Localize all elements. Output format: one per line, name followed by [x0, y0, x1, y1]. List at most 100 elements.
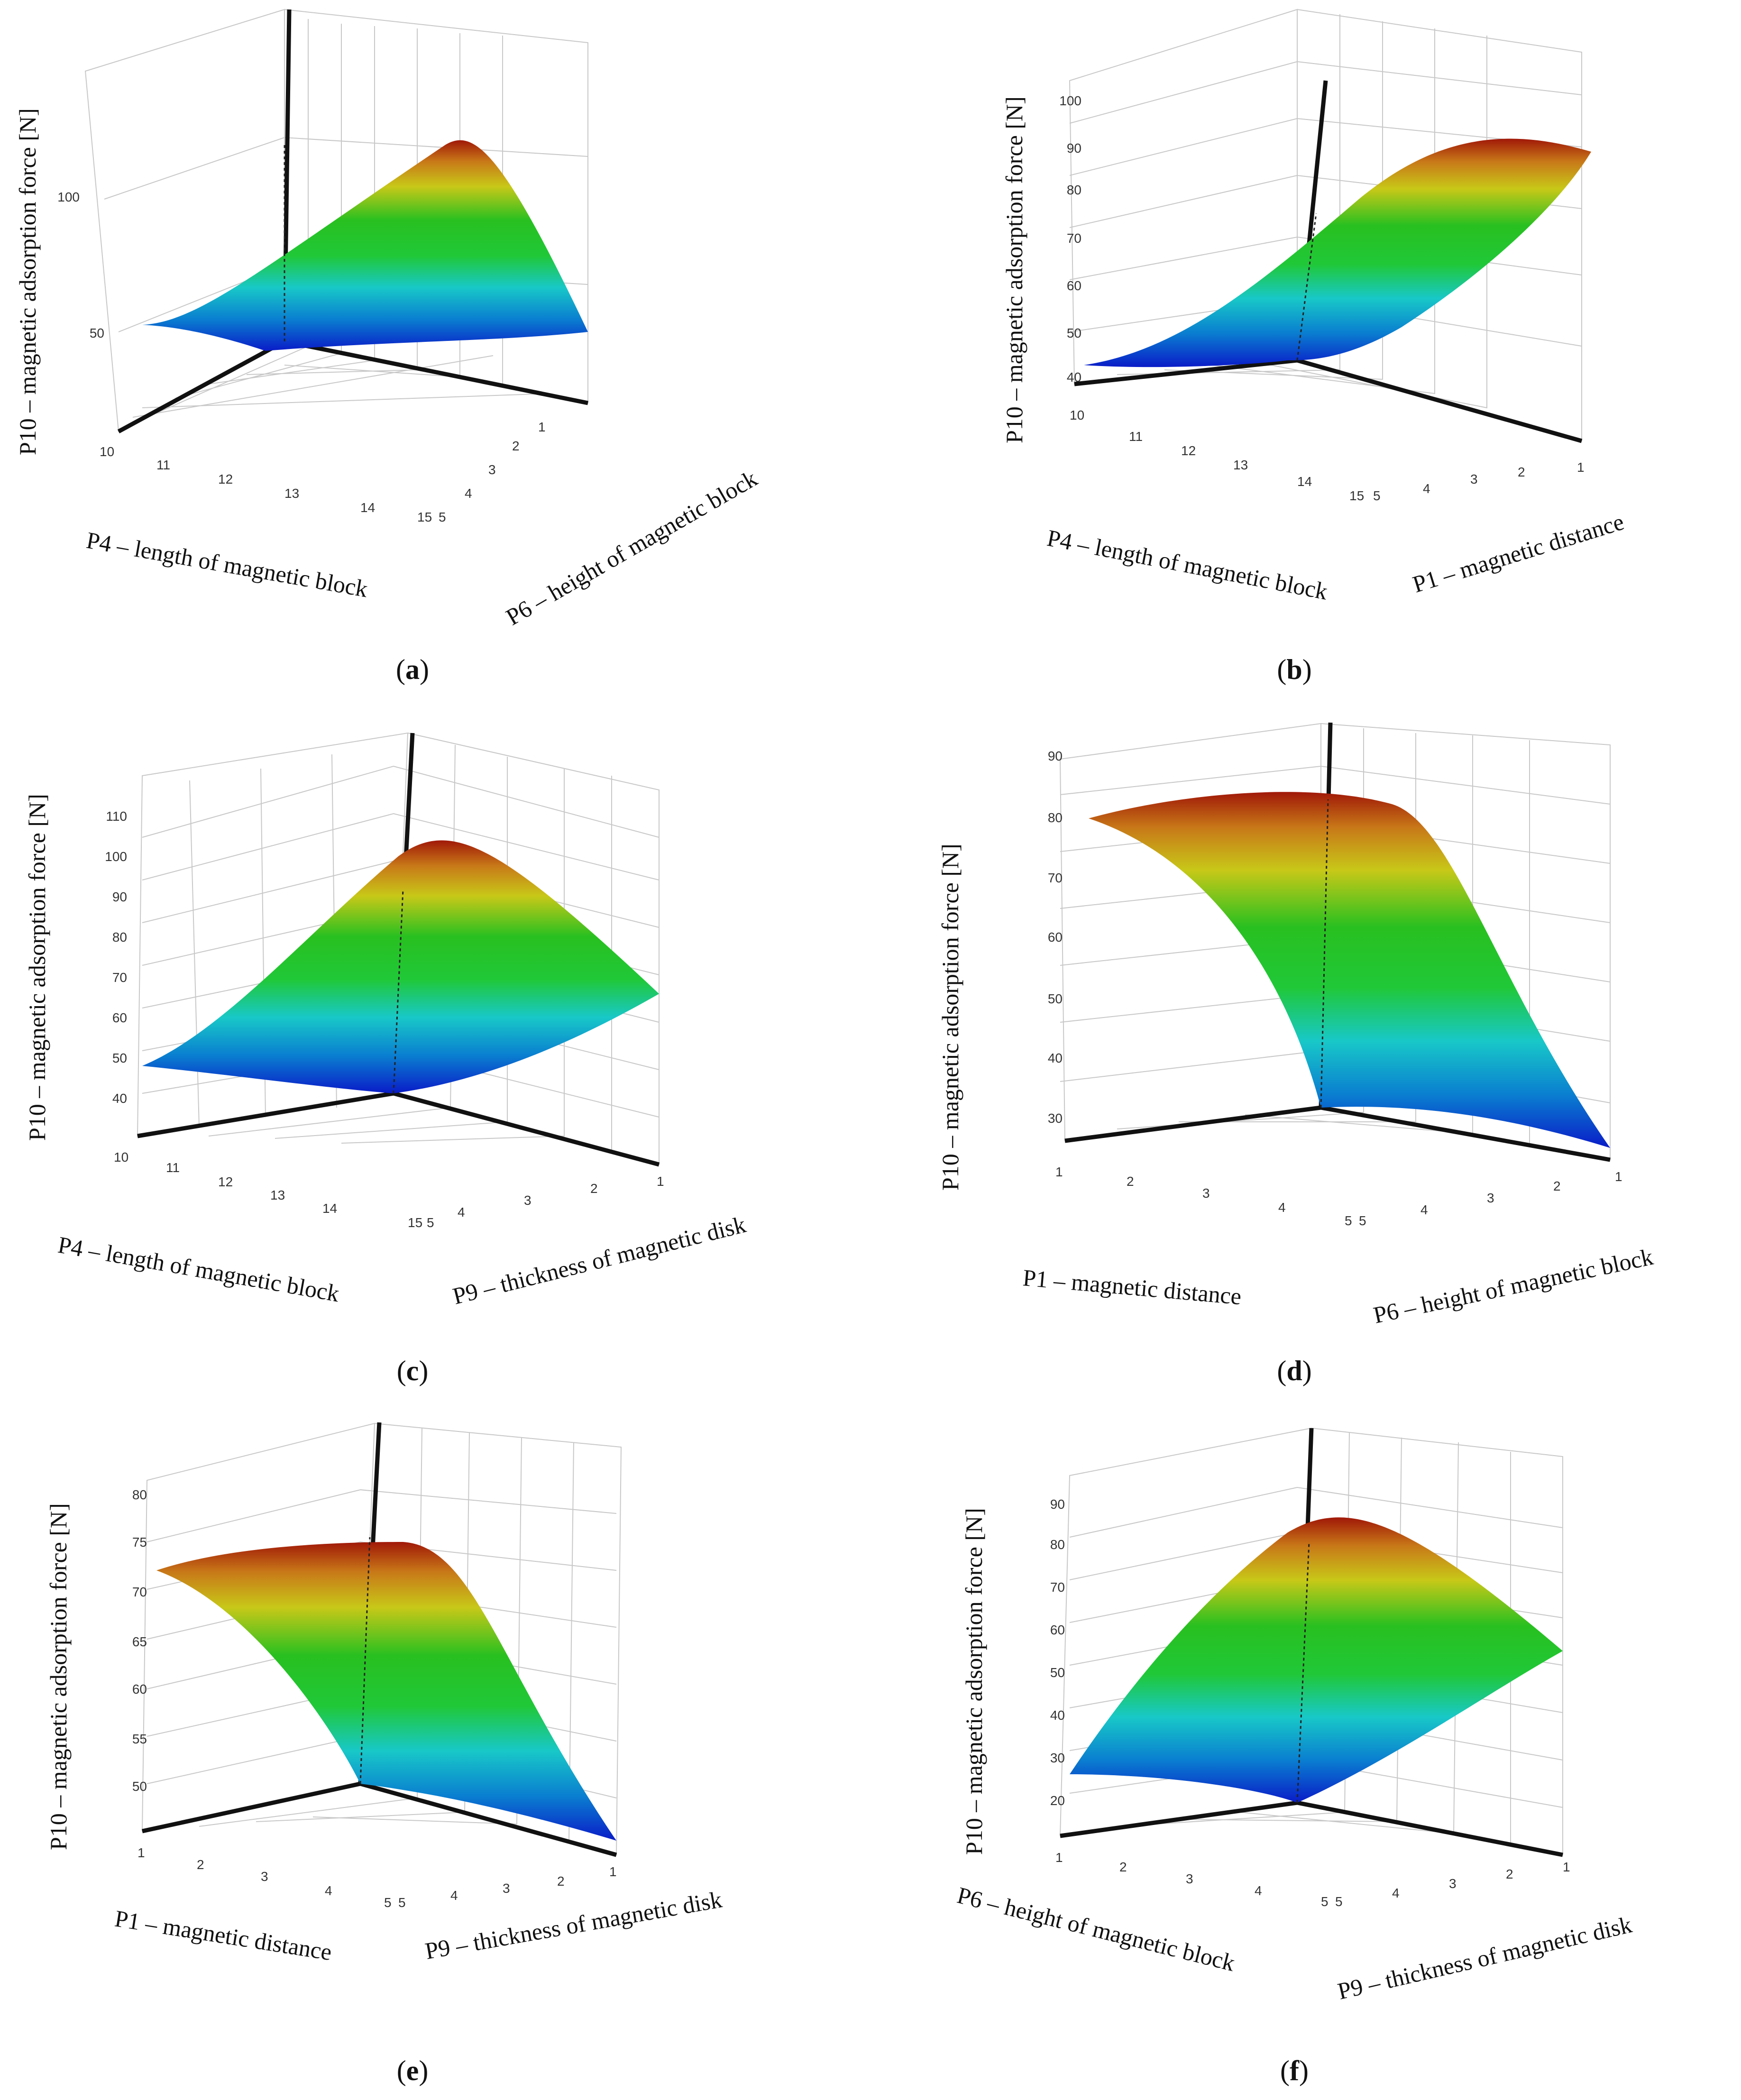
- surface: [142, 840, 659, 1093]
- z-tick: 20: [1050, 1793, 1065, 1808]
- y-tick: 3: [503, 1881, 510, 1896]
- y-tick: 2: [1518, 465, 1525, 479]
- chart-panel-a: 100 50 10 11 12 13 14 15 5 4 3 2 1 P10 –…: [0, 0, 870, 700]
- z-ticks: 100 90 80 70 60 50 40: [1059, 93, 1081, 385]
- z-tick: 50: [132, 1779, 147, 1794]
- y-tick: 3: [1449, 1876, 1457, 1891]
- x-tick: 13: [1233, 458, 1248, 472]
- z-axis-label: P10 – magnetic adsorption force [N]: [14, 108, 41, 455]
- z-tick: 30: [1048, 1111, 1063, 1126]
- hidden-axis: [1296, 1541, 1310, 1803]
- z-tick: 50: [90, 326, 104, 340]
- x-tick: 3: [1186, 1871, 1193, 1886]
- x-tick: 3: [261, 1869, 268, 1884]
- z-tick: 100: [105, 849, 127, 864]
- surface-plot-c: 110 100 90 80 70 60 50 40 10 11 12 13 14…: [24, 732, 748, 1310]
- x-tick: 4: [325, 1883, 332, 1898]
- y-tick: 5: [398, 1895, 406, 1910]
- y-axis-label: P6 – height of magnetic block: [502, 465, 762, 630]
- y-tick: 4: [458, 1205, 465, 1220]
- y-tick: 1: [538, 420, 546, 434]
- x-axis-label: P4 – length of magnetic block: [56, 1231, 341, 1307]
- surface-plot-b: 100 90 80 70 60 50 40 10 11 12 13 14 15 …: [1001, 9, 1627, 605]
- y-tick: 5: [1335, 1894, 1343, 1909]
- x-axis-label: P1 – magnetic distance: [113, 1905, 333, 1966]
- x-tick: 15: [417, 510, 432, 524]
- surface-plot-d: 90 80 70 60 50 40 30 1 2 3 4 5 5 4 3 2 1…: [937, 722, 1655, 1329]
- y-ticks: 5 4 3 2 1: [427, 1174, 664, 1230]
- y-tick: 3: [1470, 472, 1478, 486]
- x-ticks: 1 2 3 4 5: [137, 1845, 392, 1910]
- x-tick: 11: [156, 458, 170, 472]
- chart-panel-f: 90 80 70 60 50 40 30 20 1 2 3 4 5 5 4 3 …: [870, 1400, 1741, 2100]
- z-tick: 40: [1050, 1708, 1065, 1723]
- chart-panel-b: 100 90 80 70 60 50 40 10 11 12 13 14 15 …: [870, 0, 1741, 700]
- caption-e: (e): [396, 2055, 429, 2086]
- x-tick: 10: [100, 444, 114, 459]
- hidden-axis: [359, 1537, 371, 1784]
- y-tick: 3: [1487, 1191, 1494, 1205]
- z-tick: 60: [1067, 278, 1081, 293]
- y-tick: 2: [590, 1181, 598, 1196]
- y-tick: 5: [439, 510, 446, 524]
- x-axis-label: P1 – magnetic distance: [1022, 1264, 1243, 1310]
- y-tick: 1: [1577, 460, 1585, 475]
- z-axis-label: P10 – magnetic adsorption force [N]: [24, 794, 50, 1141]
- surface-plot-a: 100 50 10 11 12 13 14 15 5 4 3 2 1 P10 –…: [14, 9, 762, 631]
- x-tick: 13: [270, 1188, 285, 1202]
- z-axis-label: P10 – magnetic adsorption force [N]: [937, 844, 963, 1191]
- z-tick: 100: [1059, 93, 1081, 108]
- z-tick: 100: [57, 190, 80, 204]
- z-tick: 50: [1050, 1665, 1065, 1680]
- z-tick: 30: [1050, 1751, 1065, 1765]
- x-tick: 10: [1070, 408, 1084, 422]
- y-ticks: 5 4 3 2 1: [1359, 1169, 1622, 1228]
- x-tick: 12: [218, 1174, 233, 1189]
- z-ticks: 90 80 70 60 50 40 30: [1048, 749, 1063, 1126]
- z-tick: 80: [1048, 810, 1063, 825]
- x-tick: 15: [408, 1215, 422, 1230]
- y-tick: 2: [512, 439, 520, 453]
- z-tick: 90: [1048, 749, 1063, 763]
- caption-a: (a): [396, 654, 429, 685]
- caption-f: (f): [1280, 2055, 1309, 2086]
- z-tick: 40: [1067, 370, 1081, 385]
- y-tick: 2: [1553, 1179, 1561, 1193]
- z-tick: 70: [1067, 231, 1081, 246]
- z-axis-label: P10 – magnetic adsorption force [N]: [961, 1508, 987, 1855]
- y-tick: 1: [1563, 1860, 1570, 1874]
- y-tick: 5: [1359, 1213, 1366, 1228]
- x-axis-label: P6 – height of magnetic block: [954, 1881, 1237, 1976]
- z-tick: 70: [1050, 1580, 1065, 1595]
- z-axis-label: P10 – magnetic adsorption force [N]: [45, 1503, 72, 1850]
- surface: [1089, 792, 1610, 1148]
- x-tick: 2: [1119, 1860, 1127, 1874]
- z-tick: 60: [1050, 1623, 1065, 1637]
- z-ticks: 80 75 70 65 60 55 50: [132, 1487, 147, 1794]
- y-tick: 4: [1392, 1886, 1400, 1900]
- z-tick: 50: [112, 1051, 127, 1065]
- z-ticks: 100 50: [57, 190, 104, 340]
- x-tick: 14: [1297, 474, 1312, 489]
- y-axis-label: P1 – magnetic distance: [1410, 508, 1627, 598]
- z-tick: 55: [132, 1732, 147, 1746]
- x-tick: 1: [1055, 1850, 1063, 1865]
- y-ticks: 5 4 3 2 1: [1335, 1860, 1570, 1909]
- x-tick: 3: [1202, 1186, 1210, 1201]
- x-ticks: 1 2 3 4 5: [1055, 1850, 1329, 1909]
- y-tick: 3: [488, 462, 496, 477]
- y-tick: 3: [524, 1193, 531, 1208]
- y-axis-label: P9 – thickness of magnetic disk: [1335, 1911, 1634, 2004]
- z-tick: 60: [112, 1010, 127, 1025]
- surface: [1070, 1517, 1563, 1803]
- x-ticks: 10 11 12 13 14 15: [114, 1150, 422, 1230]
- left-wall: [84, 9, 285, 432]
- x-tick: 14: [360, 500, 375, 515]
- z-axis-label: P10 – magnetic adsorption force [N]: [1001, 96, 1027, 443]
- x-ticks: 1 2 3 4 5: [1055, 1165, 1352, 1228]
- x-axis-label: P4 – length of magnetic block: [1045, 524, 1330, 605]
- z-tick: 70: [112, 970, 127, 985]
- x-tick: 5: [384, 1895, 392, 1910]
- surface-plot-e: 80 75 70 65 60 55 50 1 2 3 4 5 5 4 3 2 1…: [45, 1422, 724, 1966]
- z-tick: 80: [1050, 1537, 1065, 1552]
